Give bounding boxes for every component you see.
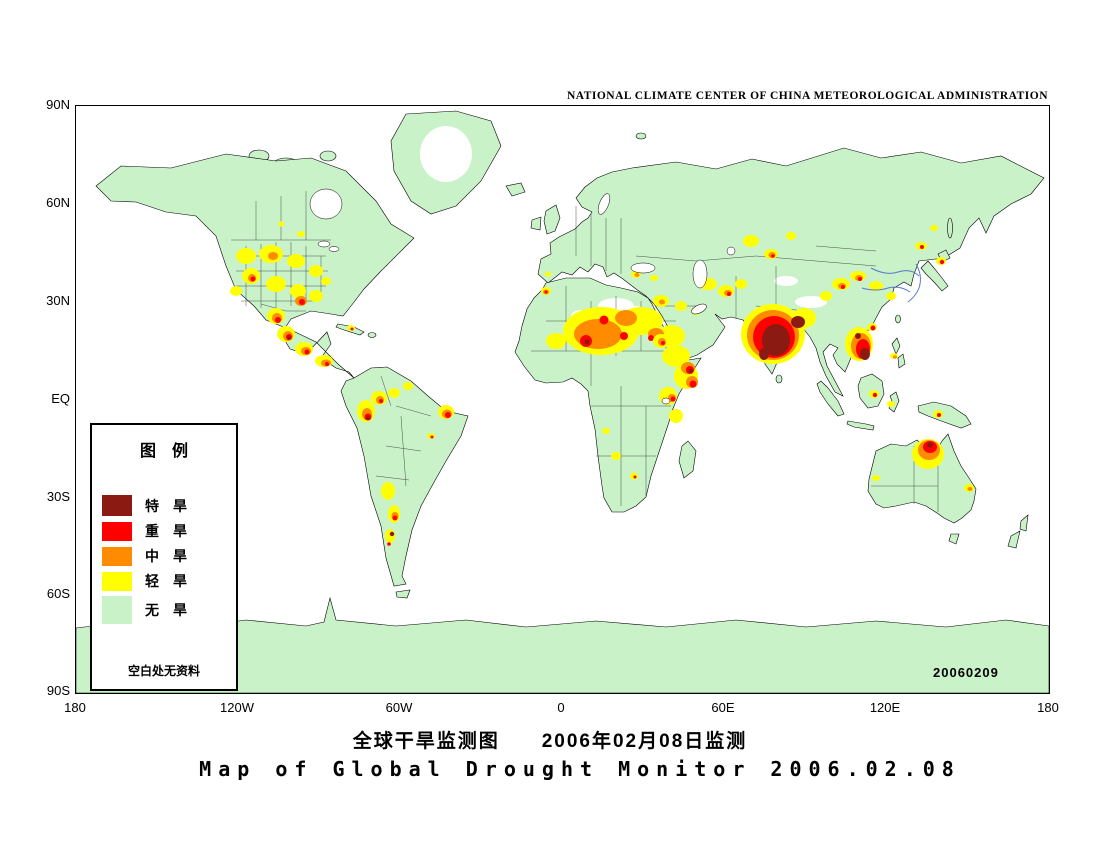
lat-label-90n: 90N <box>46 97 70 112</box>
lon-label-120e: 120E <box>869 700 901 715</box>
legend-item-moderate-drought: 中 旱 <box>102 546 236 566</box>
date-stamp: 20060209 <box>933 665 999 680</box>
lat-label-30n: 30N <box>46 293 70 308</box>
drought-layer <box>230 221 974 546</box>
legend-label-extreme: 特 旱 <box>145 497 187 514</box>
legend-item-no-drought: 无 旱 <box>102 596 236 624</box>
legend-label-light: 轻 旱 <box>145 573 187 589</box>
legend-items: 特 旱 重 旱 中 旱 轻 旱 无 旱 <box>92 495 236 624</box>
lat-label-30s: 30S <box>46 489 70 504</box>
lat-label-eq: EQ <box>51 391 70 406</box>
lat-label-90s: 90S <box>46 683 70 698</box>
legend-swatch-light <box>102 571 132 591</box>
lon-label-180e: 180 <box>1037 700 1059 715</box>
legend-swatch-severe <box>102 521 132 541</box>
lon-label-60w: 60W <box>385 700 413 715</box>
lon-label-120w: 120W <box>220 700 254 715</box>
lat-label-60s: 60S <box>46 586 70 601</box>
legend-item-light-drought: 轻 旱 <box>102 571 236 591</box>
world-map <box>76 110 1049 693</box>
legend-label-moderate: 中 旱 <box>145 548 187 564</box>
lon-label-0: 0 <box>557 700 565 715</box>
lat-label-60n: 60N <box>46 195 70 210</box>
caption-chinese: 全球干旱监测图 2006年02月08日监测 <box>352 731 748 752</box>
legend-label-none: 无 旱 <box>145 602 187 618</box>
legend: 图 例 特 旱 重 旱 中 旱 轻 旱 无 旱 空白处无资料 <box>90 423 238 691</box>
legend-title: 图 例 <box>139 443 188 460</box>
legend-label-severe: 重 旱 <box>145 523 187 539</box>
legend-swatch-extreme <box>102 495 132 516</box>
rivers-layer <box>861 263 921 303</box>
caption-english: Map of Global Drought Monitor 2006.02.08 <box>199 757 961 781</box>
legend-footnote: 空白处无资料 <box>127 664 200 678</box>
legend-item-extreme-drought: 特 旱 <box>102 495 236 516</box>
lon-label-180w: 180 <box>64 700 86 715</box>
legend-item-severe-drought: 重 旱 <box>102 521 236 541</box>
legend-swatch-moderate <box>102 546 132 566</box>
header-org-english: NATIONAL CLIMATE CENTER OF CHINA METEORO… <box>566 90 1048 102</box>
lakes-layer <box>309 188 736 405</box>
legend-swatch-none <box>102 596 132 624</box>
lon-label-60e: 60E <box>711 700 735 715</box>
